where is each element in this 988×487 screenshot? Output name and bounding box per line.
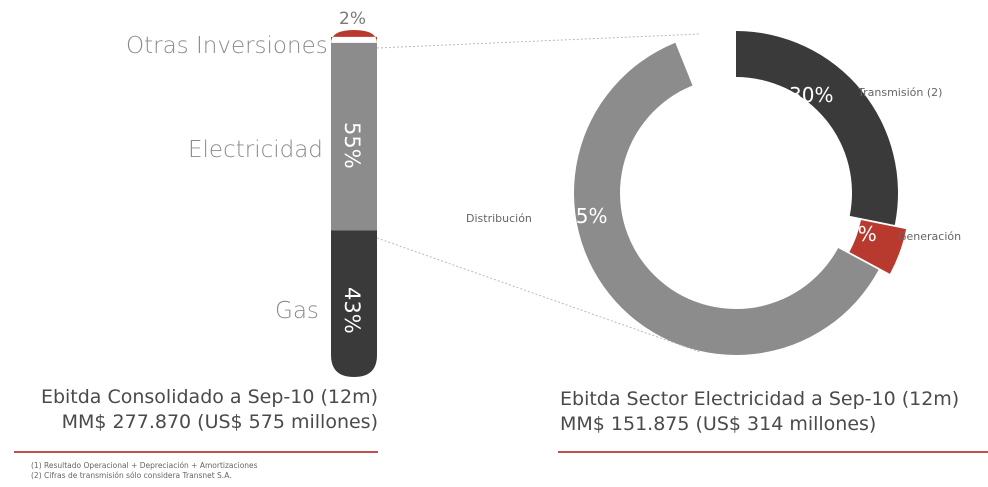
left-caption-underline <box>14 451 378 453</box>
right-caption-line2: MM$ 151.875 (US$ 314 millones) <box>560 413 877 435</box>
category-label-otras-inversiones: Otras Inversiones <box>126 33 328 59</box>
left-caption-line2: MM$ 277.870 (US$ 575 millones) <box>61 411 378 433</box>
donut-label-distribucion: Distribución <box>466 212 532 225</box>
donut-slice-transmisión <box>736 31 898 226</box>
footnote-2: (2) Cifras de transmisión sólo considera… <box>31 471 232 480</box>
left-caption: Ebitda Consolidado a Sep-10 (12m) MM$ 27… <box>14 385 378 435</box>
bar-segment-otras-inversiones <box>331 30 377 44</box>
right-caption-line1: Ebitda Sector Electricidad a Sep-10 (12m… <box>560 388 960 410</box>
category-label-electricidad: Electricidad <box>188 137 323 163</box>
donut-slice-distribución <box>574 42 879 355</box>
right-caption: Ebitda Sector Electricidad a Sep-10 (12m… <box>560 387 959 437</box>
bar-value-label-otras: 2% <box>339 9 366 29</box>
bar-value-label-electricidad: 55% <box>340 122 364 169</box>
donut-value-label-transmision: 30% <box>789 83 834 107</box>
bar-segment-gas <box>331 230 377 377</box>
left-caption-line1: Ebitda Consolidado a Sep-10 (12m) <box>40 386 378 408</box>
donut-value-label-generacion: 5% <box>845 222 877 246</box>
donut-slice-generación <box>849 220 907 274</box>
donut-value-label-distribucion: 65% <box>563 204 608 228</box>
donut-label-generacion: Generación <box>898 230 962 243</box>
right-caption-underline <box>558 451 988 453</box>
bar-segment-electricidad <box>331 42 377 231</box>
donut-label-transmision: Transmisión (2) <box>858 86 943 99</box>
connector-line-top <box>376 33 701 49</box>
connector-line-bottom <box>376 237 701 353</box>
bar-value-label-gas: 43% <box>340 287 364 334</box>
footnotes: (1) Resultado Operacional + Depreciación… <box>31 461 258 481</box>
category-label-gas: Gas <box>275 298 319 324</box>
footnote-1: (1) Resultado Operacional + Depreciación… <box>31 461 258 470</box>
